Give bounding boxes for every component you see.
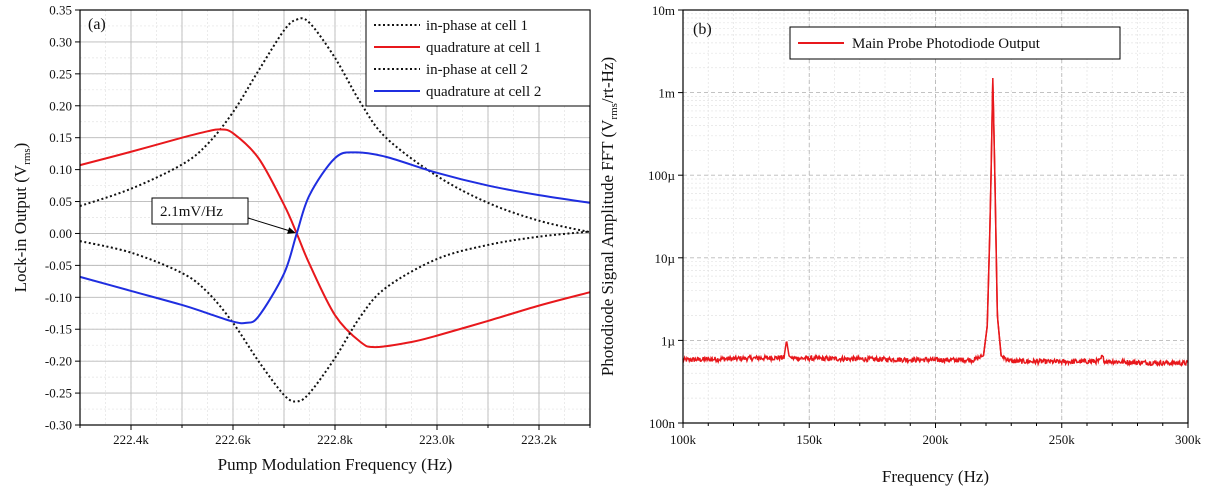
- y-tick-label: -0.05: [45, 258, 72, 273]
- y-tick-label: 0.00: [49, 226, 72, 241]
- panel-a-chart: 222.4k 222.6k 222.8k 223.0k 223.2k -0.30 -0.25…: [11, 3, 591, 474]
- panel-b-x-axis-label: Frequency (Hz): [882, 467, 989, 486]
- annotation-text: 2.1mV/Hz: [160, 204, 223, 220]
- panel-b-y-label-subscript: rms: [608, 103, 620, 120]
- y-tick-label: -0.30: [45, 418, 72, 433]
- panel-a-y-label-main: Lock-in Output (V: [11, 164, 30, 292]
- x-tick-label: 222.8k: [317, 432, 353, 447]
- panel-b-chart: 100k 150k 200k 250k 300k 100n 1µ 10µ 100µ 1m 10m (…: [598, 3, 1202, 486]
- y-tick-label: 0.15: [49, 130, 72, 145]
- panel-b-y-axis-label: Photodiode Signal Amplitude FFT (Vrms/rt…: [598, 57, 620, 376]
- y-tick-label: 1m: [658, 86, 675, 101]
- series-quadrature-cell-2: [79, 151, 591, 325]
- x-tick-label: 150k: [796, 432, 823, 447]
- legend-label: quadrature at cell 1: [426, 40, 541, 56]
- legend-label: Main Probe Photodiode Output: [852, 36, 1041, 52]
- panel-b-series: [682, 78, 1189, 368]
- x-tick-label: 200k: [923, 432, 950, 447]
- x-tick-label: 100k: [670, 432, 697, 447]
- y-tick-label: -0.20: [45, 354, 72, 369]
- y-tick-label: 0.30: [49, 34, 72, 49]
- panel-a-x-axis-label: Pump Modulation Frequency (Hz): [218, 455, 453, 474]
- panel-b-legend: Main Probe Photodiode Output: [789, 26, 1121, 60]
- panel-b-y-label-tail: /rt-Hz): [598, 57, 617, 103]
- panel-a-label: (a): [88, 16, 106, 33]
- x-tick-label: 250k: [1049, 432, 1076, 447]
- series-main-probe-photodiode: [682, 82, 1189, 368]
- series-in-phase-cell-2: [79, 230, 591, 403]
- series-in-phase-cell-1: [79, 17, 591, 234]
- x-tick-label: 300k: [1175, 432, 1202, 447]
- series-main-probe-peak: [982, 78, 1002, 356]
- y-tick-label: 100µ: [648, 168, 676, 183]
- legend-box: [789, 26, 1121, 60]
- x-tick-label: 222.6k: [215, 432, 251, 447]
- legend-label: in-phase at cell 1: [426, 18, 528, 34]
- annotation-arrowhead: [287, 227, 296, 234]
- panel-a-series: [79, 17, 591, 403]
- x-tick-label: 223.2k: [521, 432, 557, 447]
- y-tick-label: 0.20: [49, 98, 72, 113]
- panel-a-ticks: 222.4k 222.6k 222.8k 223.0k 223.2k -0.30 -0.25…: [45, 3, 591, 447]
- panel-a-y-label-tail: ): [11, 143, 30, 149]
- y-tick-label: 0.05: [49, 194, 72, 209]
- y-tick-label: 10µ: [655, 251, 676, 266]
- y-tick-label: 100n: [649, 416, 676, 431]
- y-tick-label: -0.10: [45, 290, 72, 305]
- x-tick-label: 222.4k: [113, 432, 149, 447]
- x-tick-label: 223.0k: [419, 432, 455, 447]
- legend-label: in-phase at cell 2: [426, 62, 528, 78]
- annotation-box: [151, 197, 249, 225]
- y-tick-label: 0.10: [49, 162, 72, 177]
- panel-b-label: (b): [693, 21, 712, 38]
- panel-b-ticks: 100k 150k 200k 250k 300k 100n 1µ 10µ 100µ 1m 10m: [648, 3, 1202, 447]
- legend-label: quadrature at cell 2: [426, 84, 541, 100]
- y-tick-label: 0.35: [49, 3, 72, 18]
- annotation-arrow: [247, 217, 292, 232]
- panel-a-y-axis-label: Lock-in Output (Vrms): [11, 143, 33, 293]
- panel-a-y-label-subscript: rms: [21, 148, 33, 165]
- y-tick-label: 1µ: [661, 333, 676, 348]
- y-tick-label: -0.15: [45, 322, 72, 337]
- panel-b-y-label-main: Photodiode Signal Amplitude FFT (V: [598, 119, 617, 376]
- y-tick-label: 0.25: [49, 66, 72, 81]
- y-tick-label: 10m: [652, 3, 675, 18]
- panel-a-legend: in-phase at cell 1 quadrature at cell 1 in…: [365, 9, 591, 107]
- y-tick-label: -0.25: [45, 386, 72, 401]
- series-quadrature-cell-1: [79, 128, 591, 349]
- panel-b-grid: [682, 9, 1189, 424]
- panel-a-annotation: 2.1mV/Hz: [151, 197, 296, 234]
